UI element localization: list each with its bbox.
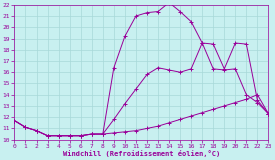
X-axis label: Windchill (Refroidissement éolien,°C): Windchill (Refroidissement éolien,°C)	[63, 150, 220, 157]
